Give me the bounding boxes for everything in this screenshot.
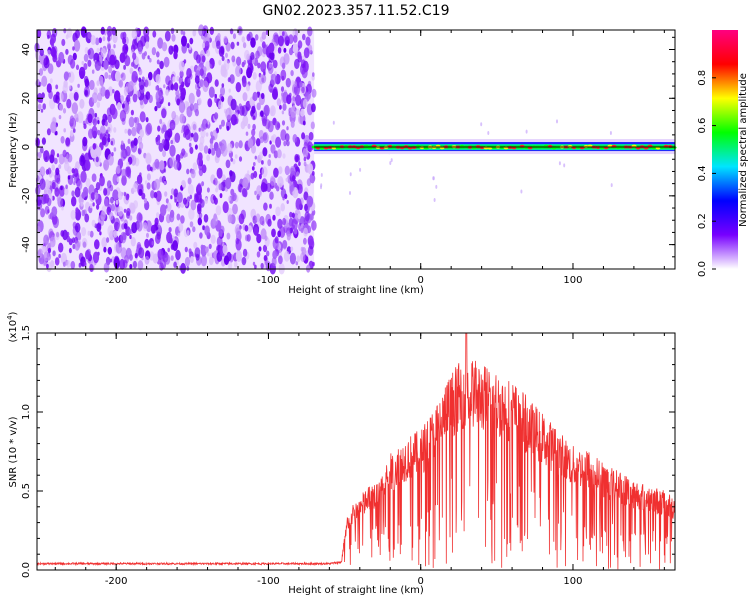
x-tick-label: 0 (418, 576, 424, 587)
x-tick-label: 100 (563, 576, 582, 587)
colorbar-tick-label: 0.4 (697, 165, 708, 181)
colorbar-tick-label: 0.0 (697, 261, 708, 277)
y-tick-label: 0.0 (21, 562, 32, 578)
y-tick-label: 20 (21, 92, 32, 105)
x-tick-label: -100 (257, 576, 280, 587)
spectrogram-signal-line (311, 139, 677, 155)
snr-line (36, 332, 676, 570)
snr-frame (36, 332, 676, 571)
spectrogram-frame (36, 29, 676, 270)
spectrogram-y-axis-label: Frequency (Hz) (8, 112, 19, 188)
snr-x-ticks: -200 -100 0 100 (54, 333, 665, 587)
y-tick-label: 0.5 (21, 483, 32, 499)
x-tick-label: 100 (563, 275, 582, 286)
y-tick-label: 0 (21, 144, 32, 150)
snr-x-axis-label: Height of straight line (km) (288, 585, 424, 596)
x-tick-label: -200 (105, 576, 128, 587)
spectrogram-x-ticks: -200 -100 0 100 (54, 30, 665, 286)
spectrogram-y-ticks: -40 -20 0 20 40 (21, 36, 675, 270)
spectrogram-x-axis-label: Height of straight line (km) (288, 285, 424, 296)
x-tick-label: -200 (105, 275, 128, 286)
snr-scale-factor: (x104) (6, 311, 19, 342)
colorbar-tick-label: 0.6 (697, 118, 708, 134)
snr-panel: -200 -100 0 100 0.0 0.5 1.0 1.5 Height of stra… (6, 311, 676, 596)
figure-title: GN02.2023.357.11.52.C19 (263, 3, 450, 19)
colorbar-tick-label: 0.8 (697, 70, 708, 86)
x-tick-label: 0 (418, 275, 424, 286)
colorbar-label: Normalized spectral amplitude (738, 73, 749, 227)
y-tick-label: -40 (21, 236, 32, 252)
y-tick-label: 40 (21, 43, 32, 56)
x-tick-label: -100 (257, 275, 280, 286)
colorbar-gradient (712, 30, 738, 269)
snr-y-ticks: 0.0 0.5 1.0 1.5 (21, 325, 675, 578)
y-tick-label: 1.0 (21, 404, 32, 420)
spectrogram-noise-region (34, 24, 613, 275)
colorbar: 0.0 0.2 0.4 0.6 0.8 Normalized spectral ampl… (697, 30, 749, 277)
y-tick-label: -20 (21, 188, 32, 204)
colorbar-tick-label: 0.2 (697, 213, 708, 229)
colorbar-ticks: 0.0 0.2 0.4 0.6 0.8 (697, 70, 716, 277)
snr-y-axis-label: SNR (10 * v/v) (8, 416, 19, 487)
y-tick-label: 1.5 (21, 325, 32, 341)
